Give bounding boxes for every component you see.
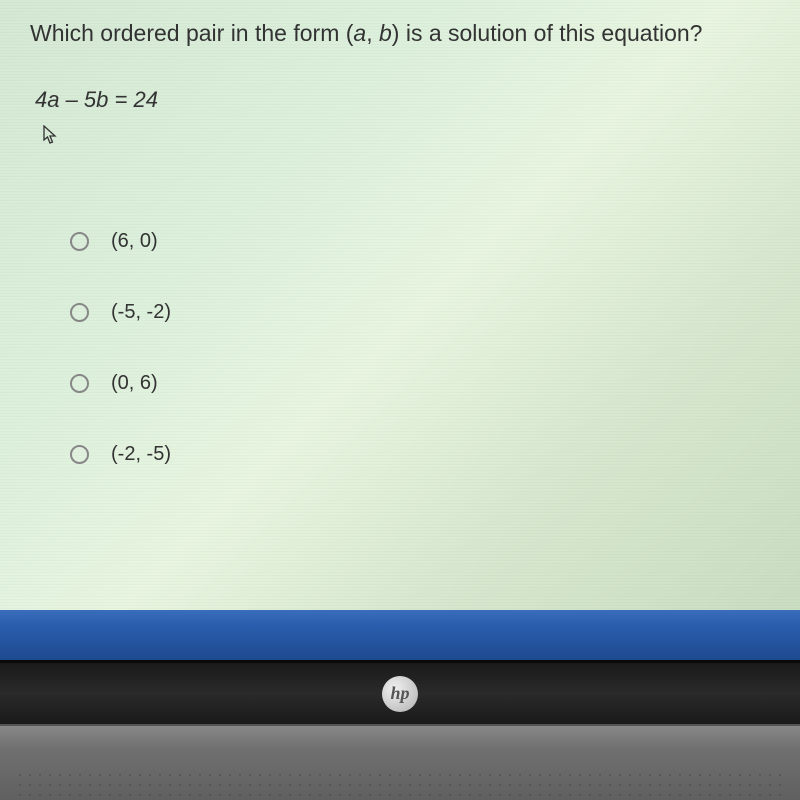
radio-3[interactable]	[70, 374, 89, 393]
cursor-indicator	[42, 125, 770, 150]
keyboard-texture	[15, 770, 785, 800]
question-prompt: Which ordered pair in the form (a, b) is…	[30, 20, 770, 47]
option-4[interactable]: (-2, -5)	[70, 443, 770, 466]
option-4-label: (-2, -5)	[111, 443, 171, 466]
pointer-cursor-icon	[42, 125, 58, 145]
option-1[interactable]: (6, 0)	[70, 230, 770, 253]
option-3-label: (0, 6)	[111, 372, 158, 395]
quiz-screen: Which ordered pair in the form (a, b) is…	[0, 0, 800, 660]
option-2-label: (-5, -2)	[111, 301, 171, 324]
question-suffix: ) is a solution of this equation?	[392, 20, 703, 46]
variable-a: a	[353, 20, 366, 46]
laptop-bezel: hp	[0, 660, 800, 724]
logo-text: hp	[390, 683, 409, 704]
option-2[interactable]: (-5, -2)	[70, 301, 770, 324]
variable-b: b	[379, 20, 392, 46]
question-sep: ,	[366, 20, 379, 46]
hp-logo-icon: hp	[382, 676, 418, 712]
answer-options: (6, 0) (-5, -2) (0, 6) (-2, -5)	[70, 230, 770, 466]
windows-taskbar	[0, 610, 800, 660]
question-prefix: Which ordered pair in the form (	[30, 20, 353, 46]
option-3[interactable]: (0, 6)	[70, 372, 770, 395]
option-1-label: (6, 0)	[111, 230, 158, 253]
equation-text: 4a – 5b = 24	[35, 87, 770, 113]
radio-1[interactable]	[70, 232, 89, 251]
laptop-keyboard	[0, 724, 800, 800]
radio-2[interactable]	[70, 303, 89, 322]
radio-4[interactable]	[70, 445, 89, 464]
